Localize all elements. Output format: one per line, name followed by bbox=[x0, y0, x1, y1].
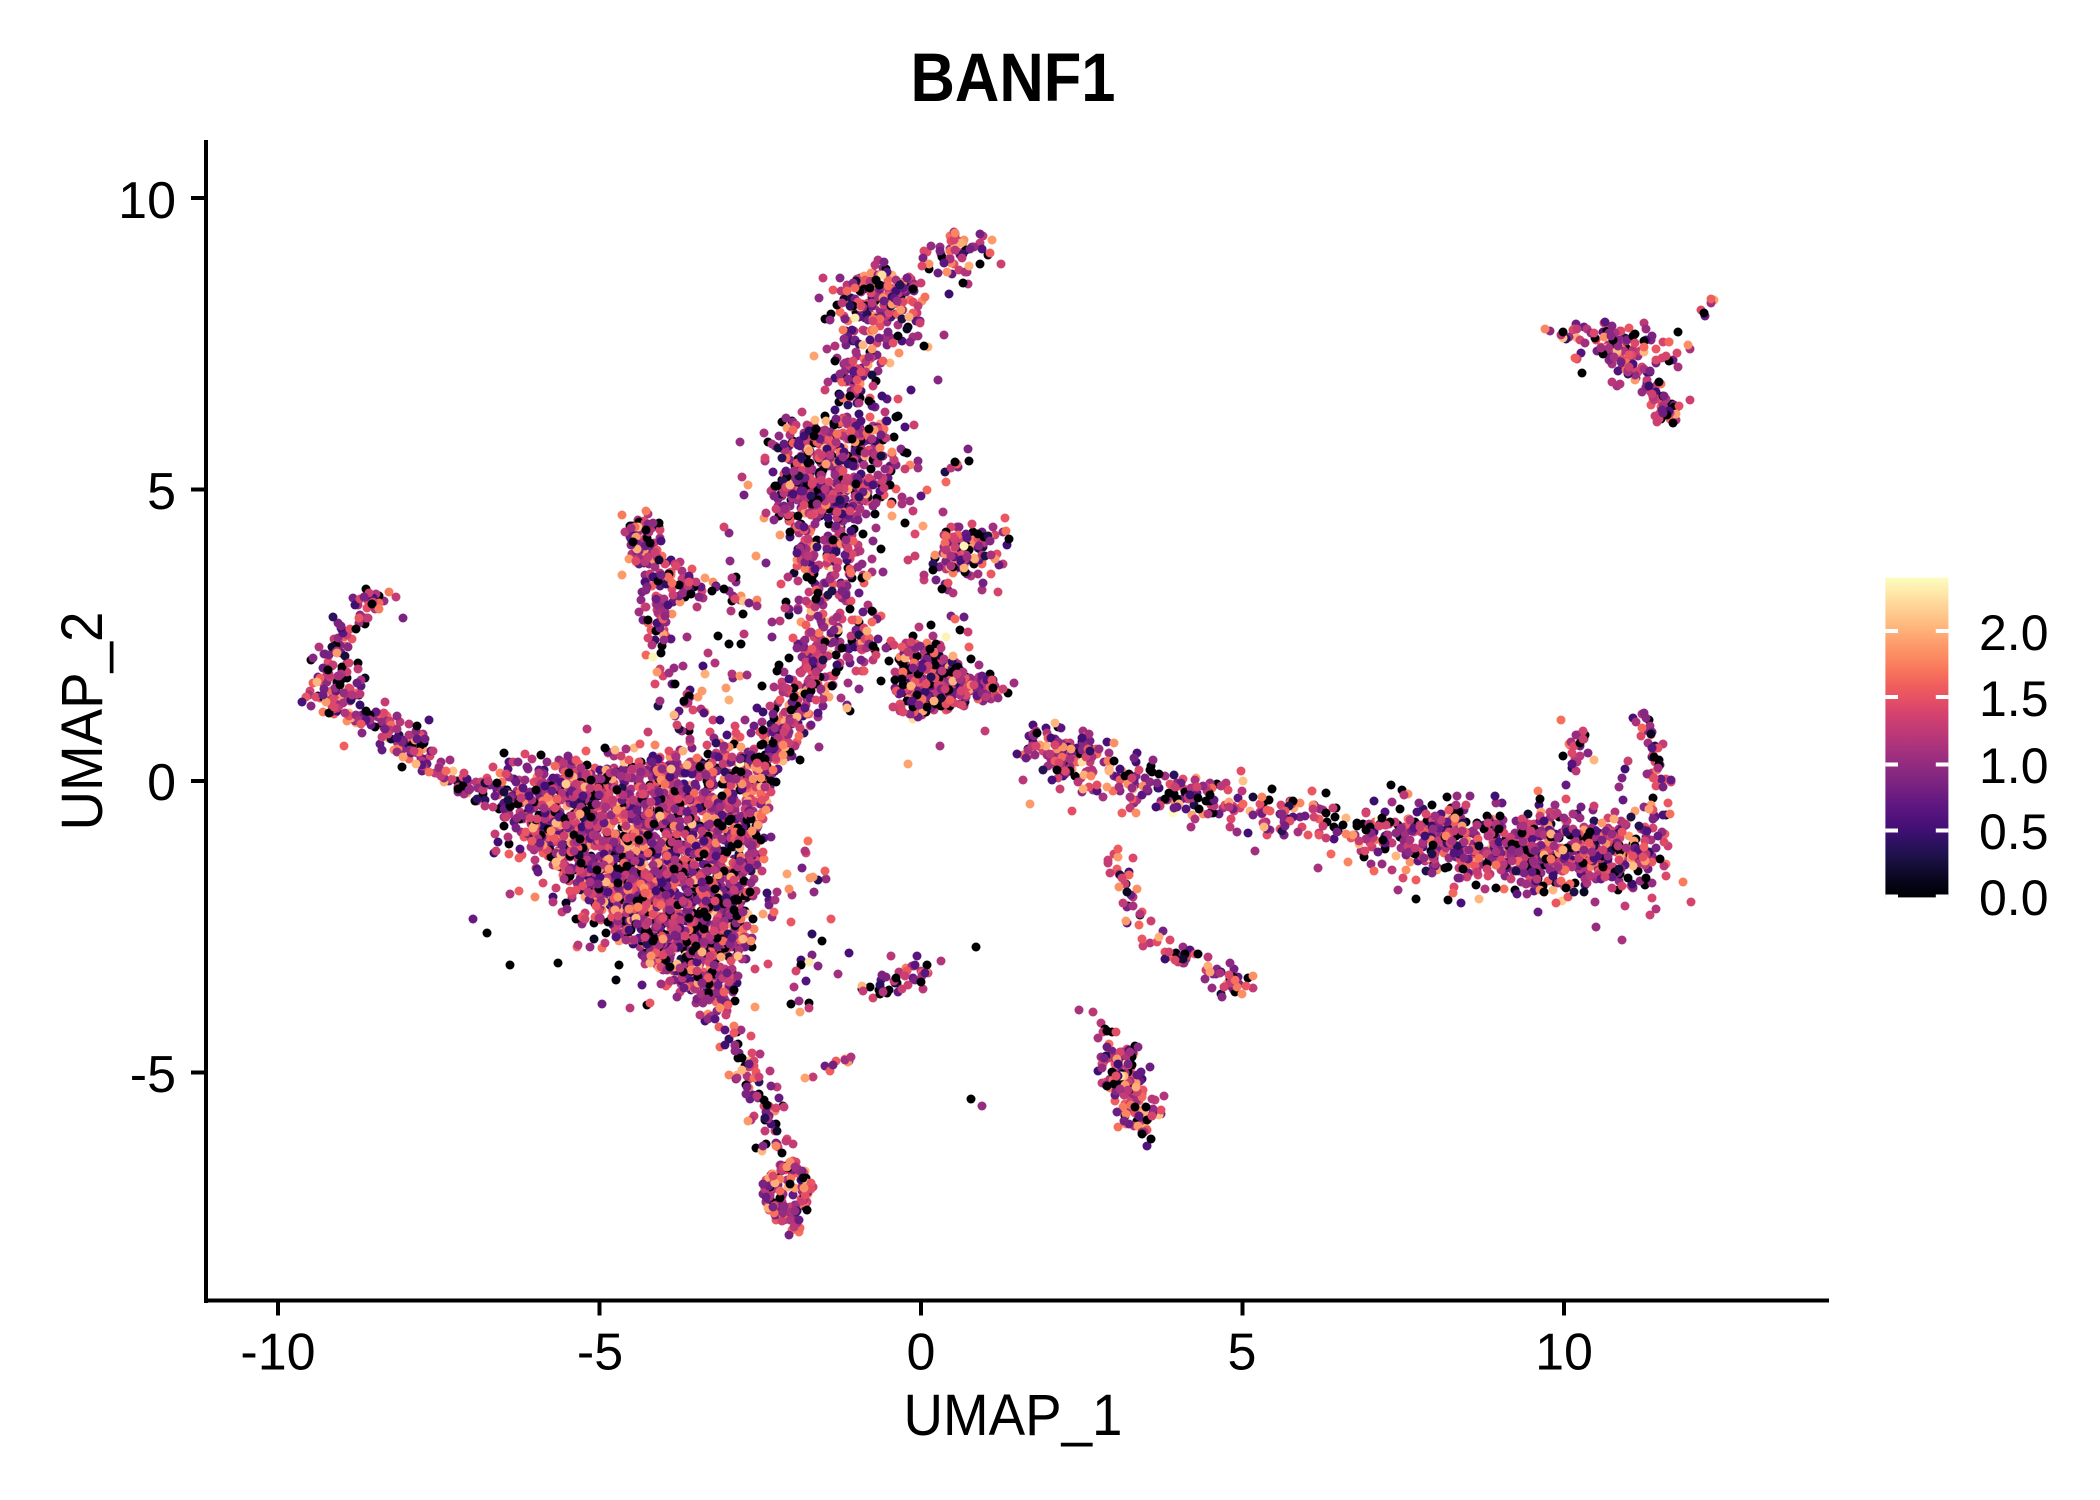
svg-text:0.0: 0.0 bbox=[1979, 870, 2049, 926]
svg-text:UMAP_2: UMAP_2 bbox=[50, 612, 115, 831]
svg-text:10: 10 bbox=[1535, 1324, 1593, 1382]
svg-text:BANF1: BANF1 bbox=[911, 39, 1116, 116]
svg-text:1.0: 1.0 bbox=[1979, 738, 2049, 794]
svg-text:5: 5 bbox=[1228, 1324, 1257, 1382]
svg-text:1.5: 1.5 bbox=[1979, 671, 2049, 727]
svg-text:5: 5 bbox=[147, 463, 176, 521]
svg-text:0.5: 0.5 bbox=[1979, 804, 2049, 860]
svg-text:UMAP_1: UMAP_1 bbox=[904, 1383, 1123, 1448]
svg-text:10: 10 bbox=[118, 172, 176, 230]
svg-text:-5: -5 bbox=[130, 1046, 176, 1104]
svg-text:-5: -5 bbox=[577, 1324, 623, 1382]
svg-text:0: 0 bbox=[907, 1324, 936, 1382]
svg-text:2.0: 2.0 bbox=[1979, 605, 2049, 661]
svg-text:-10: -10 bbox=[240, 1324, 315, 1382]
svg-text:0: 0 bbox=[147, 754, 176, 812]
